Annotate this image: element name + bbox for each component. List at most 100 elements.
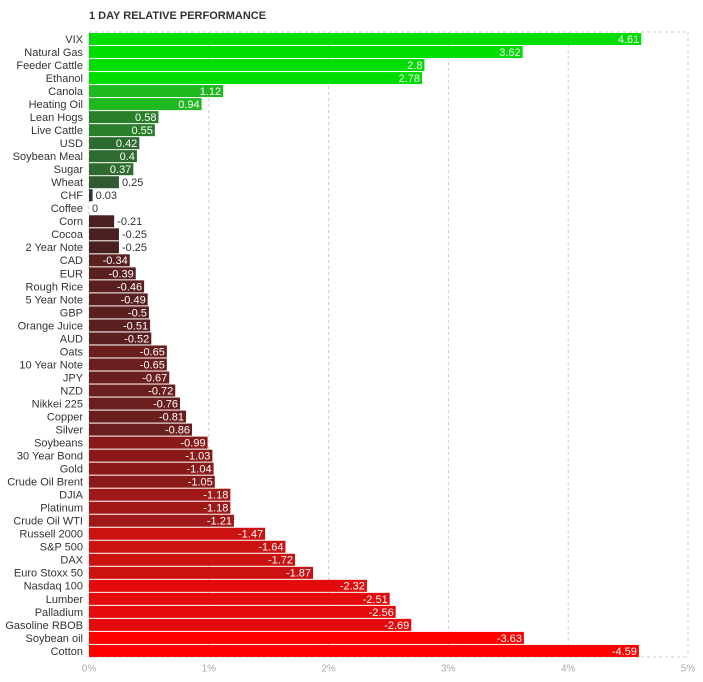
y-tick-label: DJIA bbox=[59, 490, 84, 502]
y-tick-label: Cocoa bbox=[51, 229, 84, 241]
y-tick-label: Orange Juice bbox=[18, 320, 83, 332]
value-label: -1.72 bbox=[268, 555, 293, 567]
value-label: 0.25 bbox=[122, 177, 143, 189]
value-label: -4.59 bbox=[612, 646, 637, 658]
value-label: -0.46 bbox=[117, 281, 142, 293]
y-tick-label: Gasoline RBOB bbox=[5, 620, 83, 632]
bar bbox=[89, 293, 148, 306]
y-tick-label: Lean Hogs bbox=[30, 112, 84, 124]
y-tick-label: Cotton bbox=[51, 646, 83, 658]
value-label: -0.21 bbox=[117, 216, 142, 228]
y-tick-label: Ethanol bbox=[46, 73, 83, 85]
y-tick-label: VIX bbox=[65, 34, 83, 46]
bar bbox=[89, 241, 119, 254]
bar bbox=[89, 358, 167, 371]
bar bbox=[89, 514, 234, 527]
x-tick-label: 0% bbox=[82, 664, 97, 675]
y-tick-label: Oats bbox=[60, 346, 84, 358]
y-tick-label: DAX bbox=[60, 555, 83, 567]
bar bbox=[89, 163, 134, 176]
bar bbox=[89, 124, 155, 137]
bar bbox=[89, 189, 93, 202]
bar bbox=[89, 501, 231, 514]
bar bbox=[89, 436, 208, 449]
bar bbox=[89, 150, 137, 163]
y-tick-label: Crude Oil Brent bbox=[7, 477, 83, 489]
y-tick-label: EUR bbox=[60, 268, 83, 280]
value-label: 3.62 bbox=[499, 47, 520, 59]
value-label: -0.65 bbox=[140, 346, 165, 358]
chart-title: 1 DAY RELATIVE PERFORMANCE bbox=[89, 10, 266, 22]
bar bbox=[89, 72, 423, 85]
y-tick-label: JPY bbox=[63, 372, 84, 384]
y-tick-label: 2 Year Note bbox=[26, 242, 84, 254]
bar bbox=[89, 488, 231, 501]
y-tick-label: Soybeans bbox=[34, 438, 83, 450]
bar bbox=[89, 46, 523, 59]
value-label: -0.25 bbox=[122, 229, 147, 241]
bar bbox=[89, 449, 213, 462]
bar bbox=[89, 540, 286, 553]
bar bbox=[89, 85, 224, 98]
bar bbox=[89, 592, 390, 605]
bar bbox=[89, 33, 642, 45]
bar bbox=[89, 423, 193, 436]
value-label: -0.51 bbox=[123, 320, 148, 332]
y-tick-label: NZD bbox=[60, 385, 83, 397]
y-tick-label: 10 Year Note bbox=[19, 359, 83, 371]
value-label: -0.86 bbox=[165, 425, 190, 437]
bar bbox=[89, 397, 181, 410]
value-label: -1.64 bbox=[258, 542, 283, 554]
value-label: -0.34 bbox=[103, 255, 128, 267]
y-tick-label: Soybean Meal bbox=[13, 151, 83, 163]
bar bbox=[89, 579, 367, 592]
value-label: -0.39 bbox=[109, 268, 134, 280]
y-tick-label: Nasdaq 100 bbox=[24, 581, 83, 593]
bar bbox=[89, 384, 176, 397]
x-tick-label: 4% bbox=[561, 664, 576, 675]
bar bbox=[89, 319, 151, 332]
bar bbox=[89, 631, 524, 644]
value-label: -0.52 bbox=[124, 333, 149, 345]
bar bbox=[89, 618, 412, 631]
y-tick-label: Soybean oil bbox=[26, 633, 84, 645]
bar bbox=[89, 475, 215, 488]
value-label: 0.03 bbox=[96, 190, 117, 202]
y-tick-label: Palladium bbox=[35, 607, 83, 619]
bar bbox=[89, 553, 296, 566]
value-label: -1.47 bbox=[238, 529, 263, 541]
bar bbox=[89, 280, 145, 293]
value-label: -1.21 bbox=[207, 516, 232, 528]
y-tick-label: Gold bbox=[60, 464, 83, 476]
value-label: 0.42 bbox=[116, 138, 137, 150]
value-label: -1.87 bbox=[286, 568, 311, 580]
value-label: -1.18 bbox=[203, 503, 228, 515]
value-label: -2.51 bbox=[363, 594, 388, 606]
value-label: -0.49 bbox=[121, 294, 146, 306]
value-label: -1.18 bbox=[203, 490, 228, 502]
y-tick-label: S&P 500 bbox=[40, 542, 83, 554]
value-label: -0.99 bbox=[181, 438, 206, 450]
bar bbox=[89, 98, 202, 111]
value-label: 4.61 bbox=[618, 34, 639, 46]
y-tick-label: Nikkei 225 bbox=[32, 398, 83, 410]
value-label: -0.76 bbox=[153, 398, 178, 410]
value-label: -3.63 bbox=[497, 633, 522, 645]
bar bbox=[89, 332, 152, 345]
value-label: -1.03 bbox=[185, 451, 210, 463]
value-label: -2.32 bbox=[340, 581, 365, 593]
y-tick-label: Euro Stoxx 50 bbox=[14, 568, 83, 580]
value-label: 0.37 bbox=[110, 164, 131, 176]
bar bbox=[89, 644, 639, 657]
y-tick-label: Copper bbox=[47, 411, 83, 423]
bar bbox=[89, 137, 140, 150]
y-tick-label: Crude Oil WTI bbox=[13, 516, 83, 528]
bar bbox=[89, 176, 119, 189]
bar bbox=[89, 306, 149, 319]
y-tick-label: Feeder Cattle bbox=[16, 60, 83, 72]
y-tick-label: Russell 2000 bbox=[19, 529, 83, 541]
bar bbox=[89, 59, 425, 72]
value-label: -0.72 bbox=[148, 385, 173, 397]
x-tick-label: 5% bbox=[681, 664, 696, 675]
